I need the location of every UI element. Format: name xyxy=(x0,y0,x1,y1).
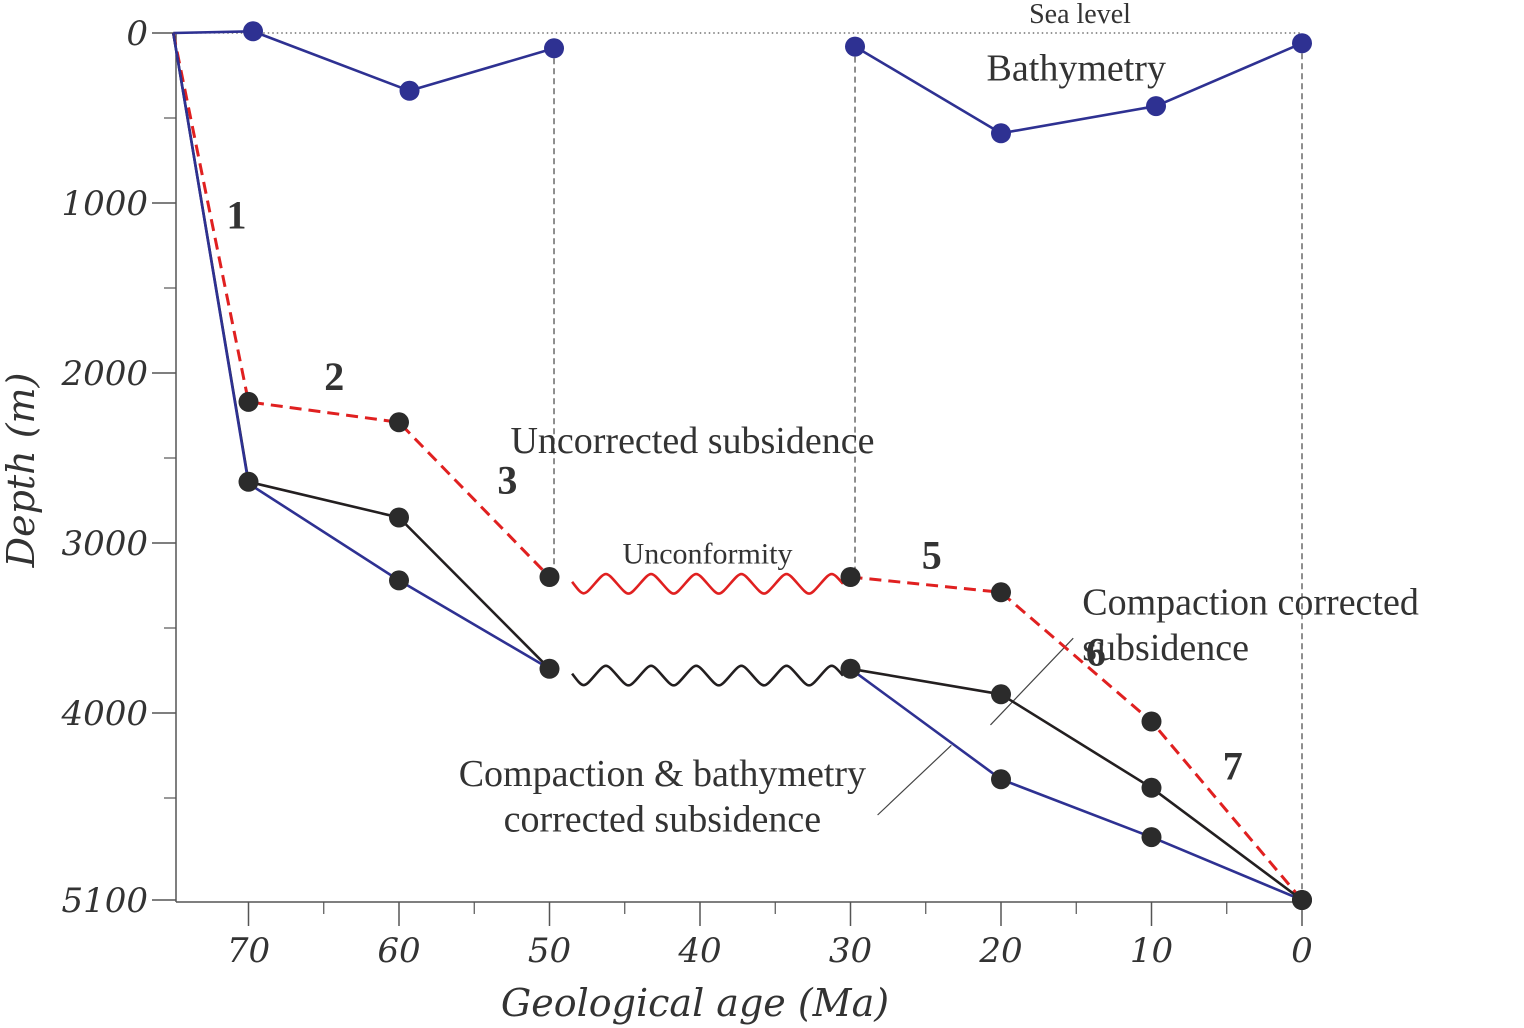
data-point-uncorrected xyxy=(1141,711,1162,732)
series-line-bathymetry xyxy=(854,42,1303,135)
annotation-line: Compaction & bathymetry xyxy=(459,753,866,795)
x-tick-label: 10 xyxy=(1130,931,1173,971)
segment-number: 3 xyxy=(497,458,517,503)
data-point-bathymetry xyxy=(991,123,1011,144)
data-point-uncorrected xyxy=(840,567,861,587)
segment-number: 7 xyxy=(1223,743,1243,788)
data-point-compaction_bathymetry xyxy=(991,769,1011,790)
annotation-leader-compaction xyxy=(990,637,1074,726)
x-tick-label: 20 xyxy=(978,931,1022,971)
annotation-unconformity: Unconformity xyxy=(623,537,793,570)
series-line-compaction xyxy=(850,667,1303,902)
y-tick-label: 4000 xyxy=(60,694,148,734)
sea-level-label: Sea level xyxy=(1029,0,1131,30)
segment-number: 1 xyxy=(226,193,246,238)
annotation-line: Uncorrected subsidence xyxy=(510,420,874,462)
data-point-compaction xyxy=(389,507,409,528)
data-point-bathymetry xyxy=(544,38,565,59)
y-tick-label: 1000 xyxy=(61,184,148,224)
data-point-bathymetry xyxy=(1146,96,1167,117)
unconformity-line-1 xyxy=(571,664,844,687)
annotation-line: Bathymetry xyxy=(987,48,1166,90)
segment-number: 6 xyxy=(1086,629,1106,674)
annotation-bathymetry: Bathymetry xyxy=(987,48,1166,90)
y-tick-label: 0 xyxy=(126,14,148,54)
data-point-bathymetry xyxy=(845,36,866,57)
labels-group: 0 1000 2000 3000 4000 5100 70 60 50 40 30 20 10 0 1 2 3 5… xyxy=(60,14,1418,971)
data-point-compaction_bathymetry xyxy=(389,570,409,591)
series-group xyxy=(171,30,1304,902)
annotation-leader-compaction_bathymetry xyxy=(877,744,952,816)
annotation-compaction: Compaction corrected subsidence xyxy=(1082,581,1419,669)
data-point-compaction_bathymetry xyxy=(1141,827,1162,848)
x-tick-label: 60 xyxy=(377,931,420,971)
data-point-bathymetry xyxy=(243,21,264,42)
series-line-uncorrected xyxy=(850,575,1304,901)
x-tick-label: 30 xyxy=(829,931,872,971)
data-point-uncorrected xyxy=(539,567,560,587)
x-axis-title: Geological age (Ma) xyxy=(501,981,889,1025)
y-tick-label: 3000 xyxy=(61,524,148,564)
data-point-compaction xyxy=(539,658,560,679)
y-tick-label: 5100 xyxy=(61,881,148,921)
x-tick-label: 0 xyxy=(1291,931,1313,971)
points-group xyxy=(238,21,1312,910)
guide-lines-group xyxy=(173,32,1303,900)
series-line-bathymetry xyxy=(252,30,555,93)
data-point-compaction xyxy=(840,658,861,679)
annotation-line: subsidence xyxy=(1082,627,1249,669)
data-point-bathymetry xyxy=(399,80,420,101)
annotation-line: Compaction corrected xyxy=(1082,581,1419,623)
data-point-compaction xyxy=(1292,890,1312,910)
series-line-uncorrected xyxy=(171,32,551,579)
annotation-line: Unconformity xyxy=(623,537,793,570)
series-line-compaction xyxy=(172,32,551,670)
data-point-compaction xyxy=(991,684,1011,705)
data-point-compaction xyxy=(1141,777,1162,798)
unconformity-line-0 xyxy=(571,572,844,595)
annotation-uncorrected: Uncorrected subsidence xyxy=(510,420,874,462)
annotation-line: corrected subsidence xyxy=(504,799,822,841)
segment-number: 5 xyxy=(922,533,942,578)
x-tick-label: 70 xyxy=(227,931,270,971)
axes-group xyxy=(152,32,1306,926)
segment-number: 2 xyxy=(324,354,344,399)
series-line-compaction_bathymetry xyxy=(172,32,551,670)
data-point-compaction xyxy=(238,471,259,492)
annotation-compaction_bathymetry: Compaction & bathymetry corrected subside… xyxy=(459,753,866,841)
data-point-uncorrected xyxy=(389,412,409,433)
data-point-uncorrected xyxy=(991,582,1011,603)
data-point-uncorrected xyxy=(238,391,259,412)
y-tick-label: 2000 xyxy=(60,354,148,394)
x-tick-label: 40 xyxy=(677,931,721,971)
data-point-bathymetry xyxy=(1292,33,1312,54)
series-line-compaction_bathymetry xyxy=(849,667,1303,902)
x-tick-label: 50 xyxy=(528,931,571,971)
y-axis-title: Depth (m) xyxy=(0,373,43,569)
series-line-bathymetry xyxy=(173,30,254,35)
